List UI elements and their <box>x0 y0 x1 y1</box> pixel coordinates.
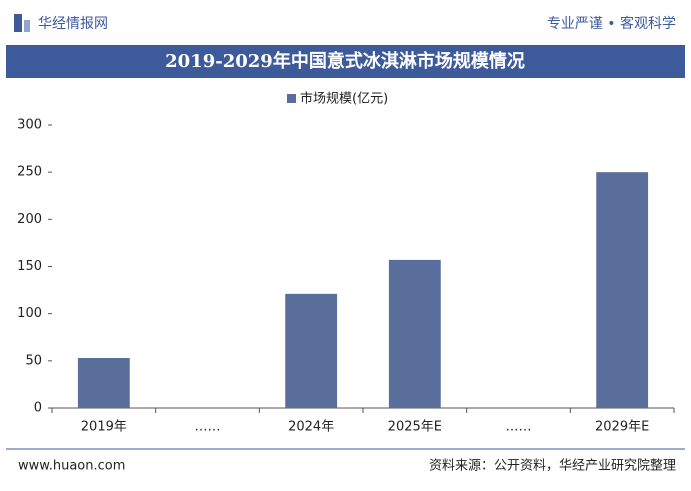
logo-text: 华经情报网 <box>38 16 108 32</box>
x-tick-label: …… <box>506 420 532 435</box>
y-tick-label: 0 <box>34 401 42 416</box>
footer-source: 资料来源：公开资料，华经产业研究院整理 <box>429 459 676 474</box>
slogan: 专业严谨 • 客观科学 <box>547 15 676 32</box>
footer-website: www.huaon.com <box>18 459 125 474</box>
bar <box>285 293 338 408</box>
x-tick-label: 2029年E <box>595 420 649 435</box>
logo-icon <box>14 14 22 32</box>
x-tick-label: …… <box>195 420 221 435</box>
y-tick-label: 150 <box>17 259 42 274</box>
legend-swatch <box>287 94 296 103</box>
bar <box>388 259 441 408</box>
chart-title: 2019-2029年中国意式冰淇淋市场规模情况 <box>165 50 525 72</box>
legend-label: 市场规模(亿元) <box>300 91 388 107</box>
x-tick-label: 2019年 <box>81 420 127 435</box>
x-tick-label: 2025年E <box>388 420 442 435</box>
bar <box>596 172 649 408</box>
x-tick-label: 2024年 <box>288 420 334 435</box>
title-bar <box>6 45 685 78</box>
y-tick-label: 200 <box>17 212 42 227</box>
y-tick-label: 100 <box>17 306 42 321</box>
logo-icon <box>24 20 30 32</box>
y-tick-label: 50 <box>25 353 42 368</box>
y-tick-label: 300 <box>17 118 42 133</box>
bar <box>77 358 130 408</box>
y-tick-label: 250 <box>17 165 42 180</box>
